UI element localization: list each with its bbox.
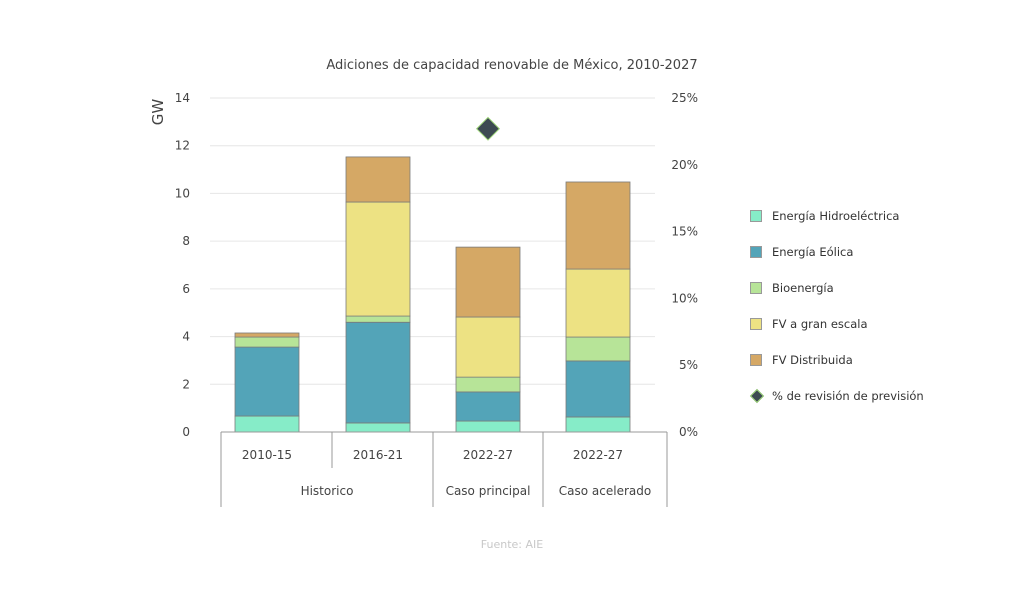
y-tick-label: 0: [182, 425, 190, 439]
x-tick-label: 2022-27: [463, 448, 513, 462]
bar-segment: [234, 336, 300, 348]
bar-segment: [345, 321, 411, 424]
legend-swatch: [750, 354, 762, 366]
bar-segment: [345, 201, 411, 317]
legend-item: Bioenergía: [750, 270, 924, 306]
y2-tick-label: 20%: [671, 158, 698, 172]
diamond-icon: [749, 388, 765, 404]
bar-segment: [455, 246, 521, 318]
bar-segment: [455, 376, 521, 393]
y-tick-label: 6: [182, 282, 190, 296]
legend-item: FV a gran escala: [750, 306, 924, 342]
y2-tick-label: 10%: [671, 291, 698, 305]
legend-item: % de revisión de previsión: [749, 378, 924, 414]
bar-segment: [565, 181, 631, 270]
source-note: Fuente: AIE: [481, 538, 543, 551]
y2-tick-label: 0%: [679, 425, 698, 439]
bar-segment: [565, 268, 631, 338]
legend-label: FV Distribuida: [772, 353, 853, 367]
bar-segment: [345, 422, 411, 433]
chart-title: Adiciones de capacidad renovable de Méxi…: [326, 58, 697, 73]
bar-segment: [234, 415, 300, 433]
legend-item: FV Distribuida: [750, 342, 924, 378]
y2-tick-label: 5%: [679, 358, 698, 372]
y-tick-label: 4: [182, 330, 190, 344]
bar-segment: [455, 316, 521, 378]
marker-point: [475, 116, 501, 141]
y-tick-label: 10: [175, 186, 190, 200]
legend-swatch: [750, 282, 762, 294]
bar-segment: [234, 332, 300, 338]
legend-swatch: [750, 210, 762, 222]
group-label: Caso acelerado: [559, 484, 651, 498]
legend-label: % de revisión de previsión: [772, 389, 924, 403]
legend-label: Energía Hidroeléctrica: [772, 209, 900, 223]
bar-segment: [345, 156, 411, 203]
group-label: Caso principal: [446, 484, 531, 498]
bar-segment: [565, 336, 631, 362]
legend-label: FV a gran escala: [772, 317, 868, 331]
y-tick-label: 2: [182, 377, 190, 391]
bar-segment: [455, 420, 521, 433]
legend-swatch: [750, 246, 762, 258]
y-tick-label: 8: [182, 234, 190, 248]
x-tick-label: 2022-27: [573, 448, 623, 462]
bar-segment: [565, 416, 631, 433]
legend-item: Energía Eólica: [750, 234, 924, 270]
legend: Energía Hidroeléctrica Energía Eólica Bioe…: [749, 198, 924, 414]
x-tick-label: 2016-21: [353, 448, 403, 462]
bar-segment: [234, 346, 300, 417]
x-tick-label: 2010-15: [242, 448, 292, 462]
legend-label: Bioenergía: [772, 281, 834, 295]
legend-label: Energía Eólica: [772, 245, 854, 259]
group-label: Historico: [301, 484, 354, 498]
y2-tick-label: 25%: [671, 91, 698, 105]
y-axis-label: GW: [149, 99, 167, 126]
y2-tick-label: 15%: [671, 225, 698, 239]
y-tick-label: 14: [175, 91, 190, 105]
y-tick-label: 12: [175, 139, 190, 153]
bar-segment: [455, 391, 521, 422]
legend-item: Energía Hidroeléctrica: [750, 198, 924, 234]
bar-segment: [345, 315, 411, 323]
legend-swatch: [750, 318, 762, 330]
bar-segment: [565, 360, 631, 418]
